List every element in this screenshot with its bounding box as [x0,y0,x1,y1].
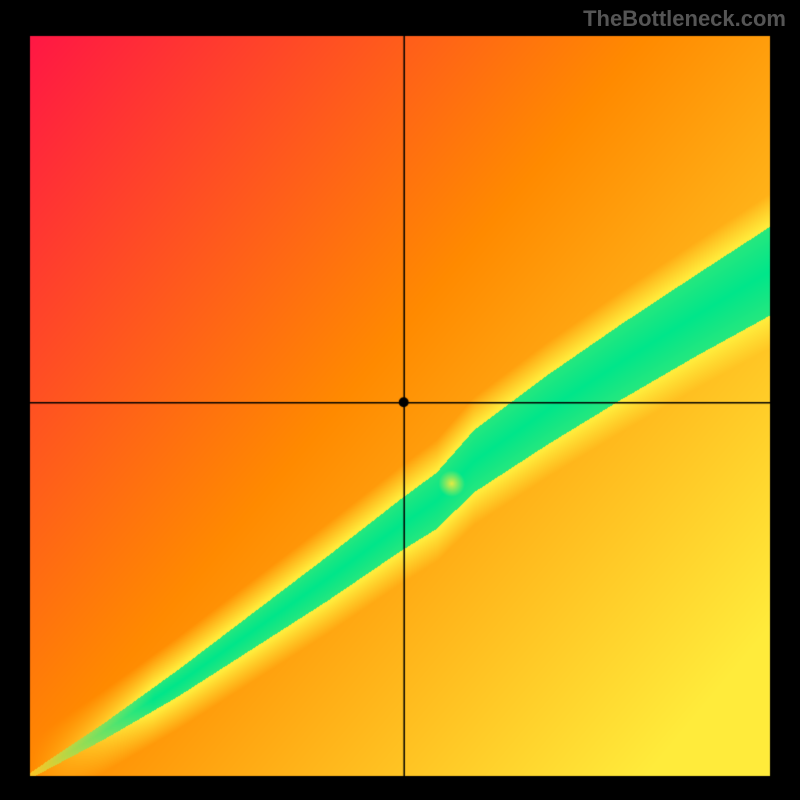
heatmap-canvas [0,0,800,800]
chart-container: TheBottleneck.com [0,0,800,800]
watermark-text: TheBottleneck.com [583,6,786,32]
